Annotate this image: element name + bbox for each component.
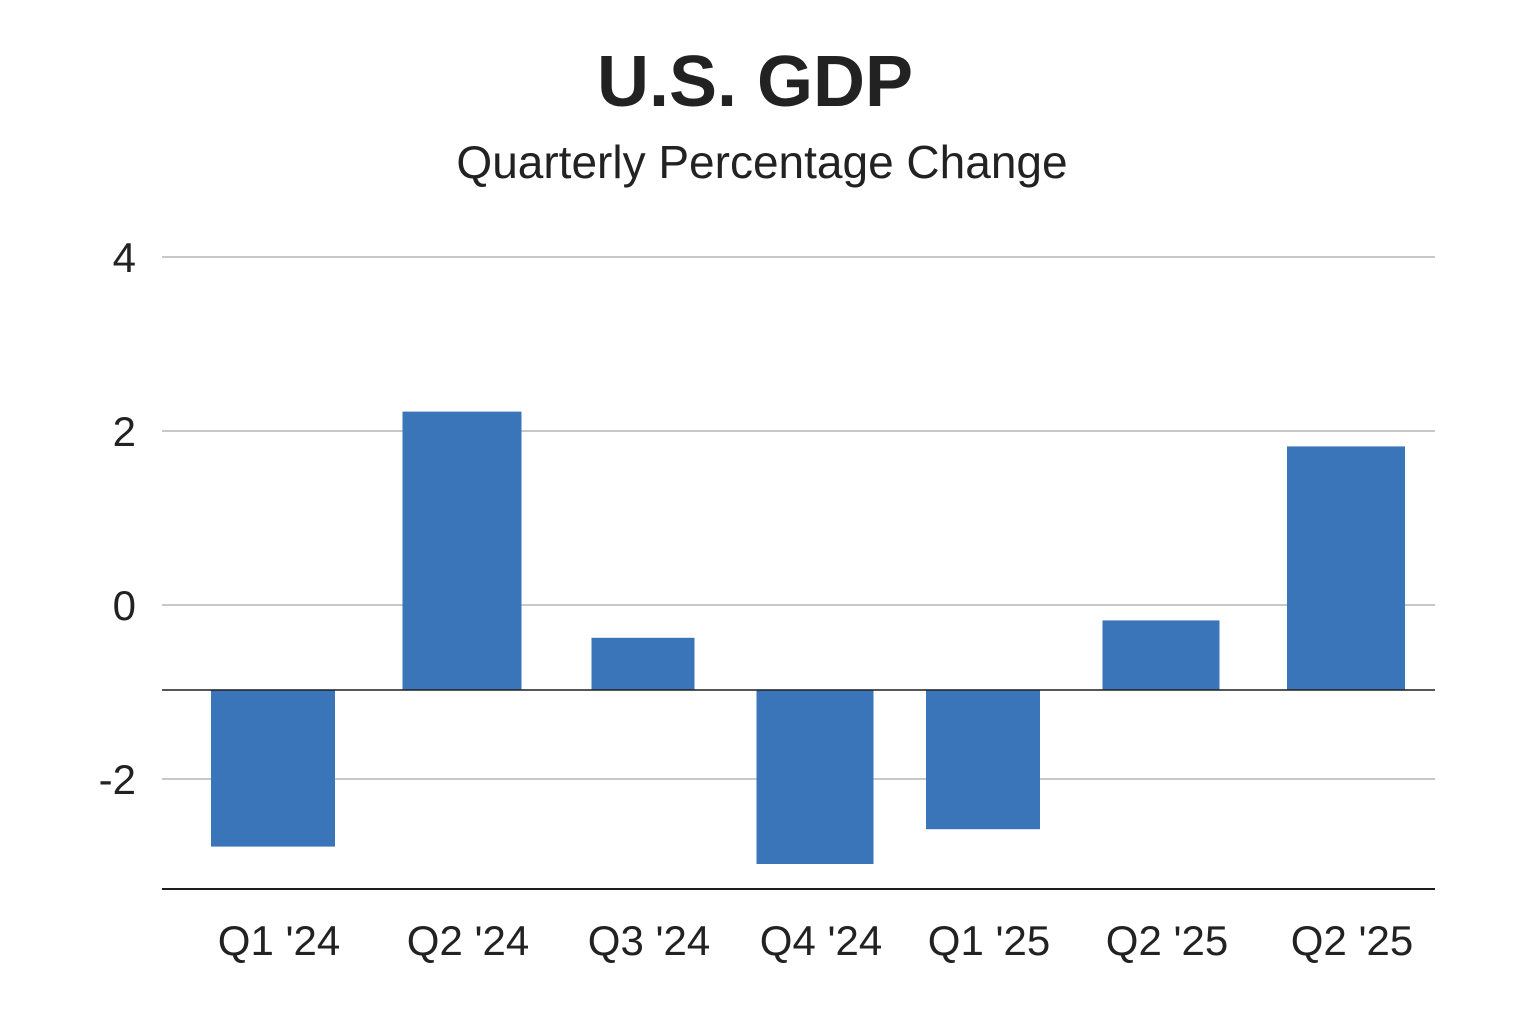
x-tick-label: Q3 '24 — [588, 917, 710, 964]
chart-subtitle: Quarterly Percentage Change — [456, 136, 1067, 188]
y-tick-label: -2 — [99, 756, 136, 803]
axes — [162, 689, 1435, 890]
x-tick-label: Q1 '25 — [928, 917, 1050, 964]
bar — [1287, 446, 1405, 690]
bars — [211, 411, 1405, 864]
bar — [591, 637, 695, 690]
bar — [402, 411, 522, 690]
x-tick-label: Q2 '25 — [1291, 917, 1413, 964]
y-axis-ticks: 4 2 0 -2 — [99, 234, 136, 803]
x-tick-label: Q2 '24 — [407, 917, 529, 964]
bar — [1102, 620, 1220, 690]
y-tick-label: 0 — [113, 582, 136, 629]
x-tick-label: Q4 '24 — [760, 917, 882, 964]
y-tick-label: 4 — [113, 234, 136, 281]
x-tick-label: Q2 '25 — [1106, 917, 1228, 964]
y-tick-label: 2 — [113, 408, 136, 455]
chart-title: U.S. GDP — [597, 42, 913, 122]
x-axis-labels: Q1 '24 Q2 '24 Q3 '24 Q4 '24 Q1 '25 Q2 '25 Q2 '… — [218, 917, 1413, 964]
bar — [926, 690, 1040, 830]
x-tick-label: Q1 '24 — [218, 917, 340, 964]
bar — [211, 690, 335, 847]
bar — [756, 690, 874, 864]
